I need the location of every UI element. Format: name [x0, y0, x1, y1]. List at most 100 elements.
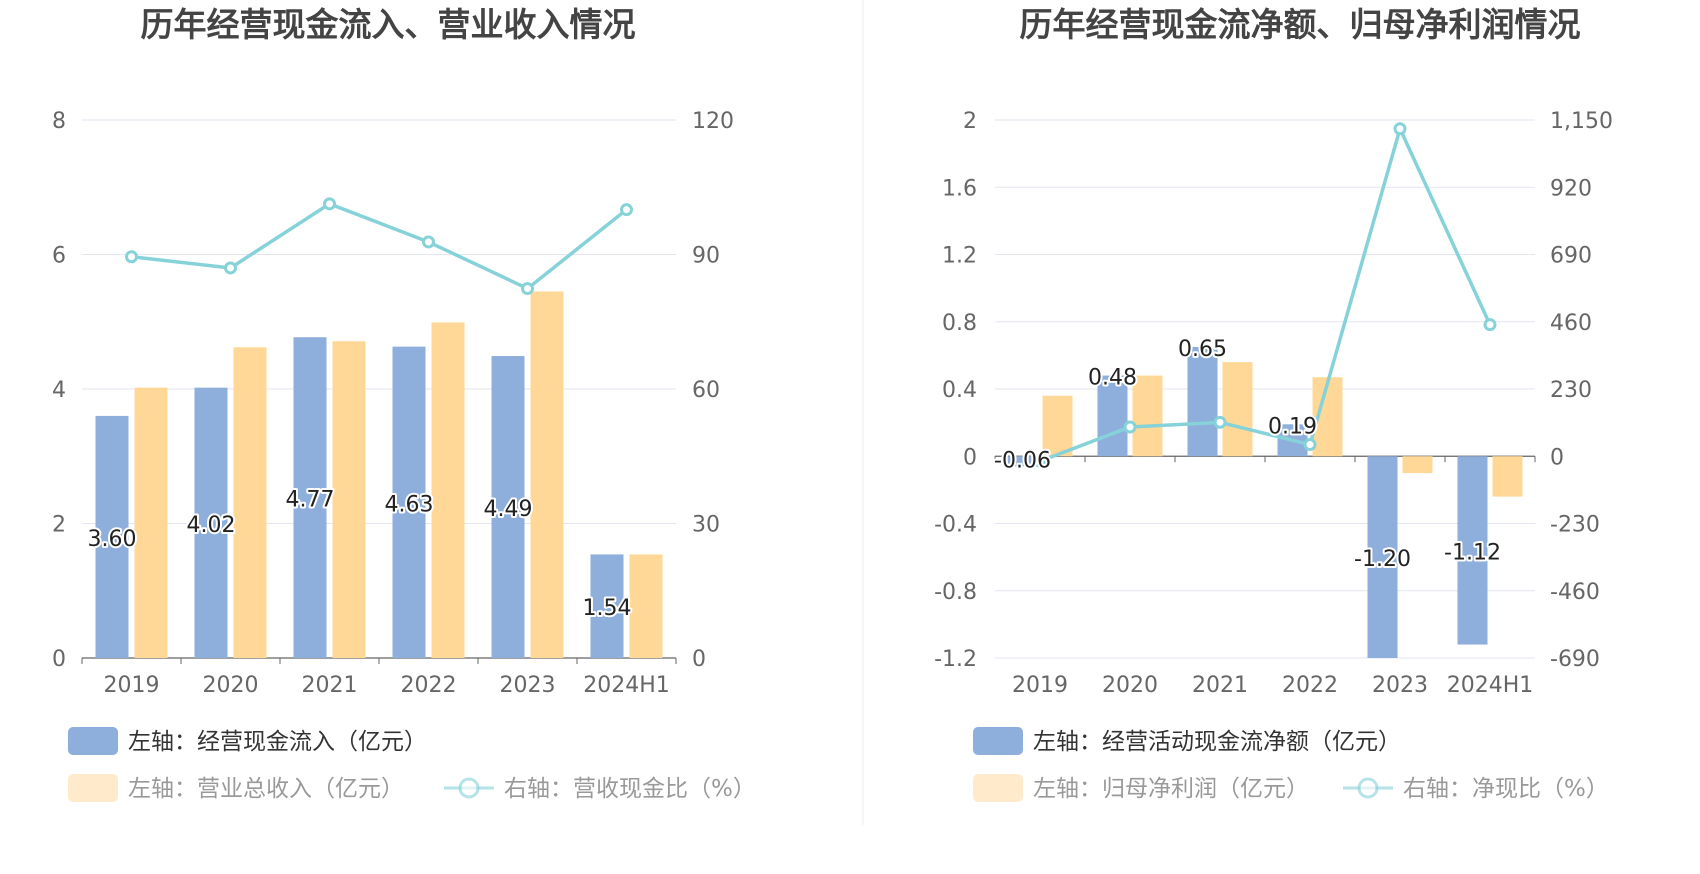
chart1-title: 历年经营现金流入、营业收入情况 [141, 5, 636, 44]
chart2-bar-b [1222, 362, 1253, 457]
chart1-legend-swatch[interactable] [68, 774, 118, 802]
chart2-right-tick: 0 [1550, 445, 1564, 470]
chart2-left-tick: 1.2 [942, 244, 977, 269]
chart1-left-tick: 6 [52, 244, 66, 269]
chart2-data-label: 0.48 [1088, 366, 1137, 391]
chart2-legend-swatch[interactable] [973, 774, 1023, 802]
chart1-data-label: 4.02 [187, 513, 236, 538]
chart2-left-tick: -0.8 [934, 580, 977, 605]
chart2-line-point [1303, 438, 1317, 452]
chart1-bar-a [590, 554, 624, 658]
chart1-legend-swatch[interactable] [68, 727, 118, 755]
chart2-data-label: -1.12 [1444, 540, 1501, 565]
chart1-category-label: 2022 [401, 673, 457, 698]
chart1-bar-b [629, 554, 663, 658]
chart2-category-label: 2019 [1012, 673, 1068, 698]
chart1-left-tick: 2 [52, 513, 66, 538]
chart2-category-label: 2020 [1102, 673, 1158, 698]
chart2-right-tick: 460 [1550, 311, 1592, 336]
chart1-data-label: 4.49 [484, 497, 533, 522]
chart2-left-tick: 1.6 [942, 176, 977, 201]
chart2-legend-label: 左轴：归母净利润（亿元） [1033, 776, 1309, 802]
chart2-line-point [1213, 415, 1227, 429]
chart1-category-label: 2021 [302, 673, 358, 698]
chart1-bar-b [431, 322, 465, 658]
chart2-right-tick: -690 [1550, 647, 1600, 672]
chart1-bar-a [95, 415, 129, 658]
chart1-bar-b [332, 341, 366, 658]
chart1-bar-a [194, 387, 228, 658]
chart2-left-tick: 0.4 [942, 378, 977, 403]
chart2-left-tick: -1.2 [934, 647, 977, 672]
chart1-line-point [620, 203, 633, 217]
chart2-data-label: -0.06 [994, 448, 1051, 473]
chart1-left-tick: 0 [52, 647, 66, 672]
chart1-category-label: 2024H1 [583, 673, 670, 698]
chart1-data-label: 3.60 [88, 527, 137, 552]
chart2-category-label: 2024H1 [1447, 673, 1534, 698]
chart1-data-label: 1.54 [583, 596, 632, 621]
chart2-title: 历年经营现金流净额、归母净利润情况 [1020, 5, 1581, 44]
chart2-bar-b [1132, 375, 1163, 457]
chart1-right-tick: 120 [692, 109, 734, 134]
chart2-legend-swatch[interactable] [973, 727, 1023, 755]
chart1-left-tick: 4 [52, 378, 66, 403]
chart2-right-tick: -230 [1550, 513, 1600, 538]
chart2-bar-a [1457, 456, 1488, 645]
chart2-category-label: 2021 [1192, 673, 1248, 698]
chart1-bar-a [392, 346, 426, 658]
chart2-data-label: 0.19 [1268, 414, 1317, 439]
chart2-line-point [1123, 420, 1137, 434]
chart2-left-tick: 0.8 [942, 311, 977, 336]
chart1-right-tick: 30 [692, 513, 720, 538]
chart2-bar-a [1367, 456, 1398, 658]
chart2-right-tick: 920 [1550, 176, 1592, 201]
chart1-right-tick: 90 [692, 244, 720, 269]
chart2-line [1039, 123, 1492, 463]
chart1-data-label: 4.77 [286, 488, 335, 513]
chart2-left-tick: -0.4 [934, 513, 977, 538]
chart1-line [131, 201, 628, 291]
chart1-data-label: 4.63 [385, 492, 434, 517]
chart1-line-point [323, 197, 336, 211]
chart1-bar-a [491, 356, 525, 658]
chart2-line-point [1483, 318, 1497, 332]
chart2-data-label: 0.65 [1178, 337, 1227, 362]
chart1-category-label: 2020 [203, 673, 259, 698]
chart2-bar-a [1187, 346, 1218, 457]
chart2-category-label: 2022 [1282, 673, 1338, 698]
chart2-left-tick: 0 [963, 445, 977, 470]
chart2-data-label: -1.20 [1354, 547, 1411, 572]
chart1-bar-b [134, 387, 168, 658]
chart2-legend-circle-icon[interactable] [1357, 777, 1379, 799]
chart1-legend-label: 左轴：营业总收入（亿元） [128, 776, 404, 802]
chart1-legend-label: 右轴：营收现金比（%） [504, 776, 756, 802]
chart1-line-point [521, 282, 534, 296]
chart1-line-point [224, 261, 237, 275]
chart2-right-tick: 230 [1550, 378, 1592, 403]
chart2-bar-b [1402, 456, 1433, 474]
chart1-bar-b [233, 347, 267, 658]
chart1-left-tick: 8 [52, 109, 66, 134]
chart1-legend-label: 左轴：经营现金流入（亿元） [128, 729, 427, 755]
chart1-line-point [125, 250, 138, 264]
chart2-line-point [1033, 454, 1047, 468]
chart2-line-point [1393, 122, 1407, 136]
chart1-bar-b [530, 291, 564, 658]
chart2-bar-b [1042, 395, 1073, 457]
chart2-right-tick: -460 [1550, 580, 1600, 605]
chart2-bar-a [1097, 375, 1128, 457]
chart1-right-tick: 60 [692, 378, 720, 403]
chart2-legend-label: 左轴：经营活动现金流净额（亿元） [1033, 729, 1401, 755]
chart1-right-tick: 0 [692, 647, 706, 672]
chart1-category-label: 2019 [104, 673, 160, 698]
chart2-bar-b [1492, 456, 1523, 497]
chart2-left-tick: 2 [963, 109, 977, 134]
chart1-bar-a [293, 337, 327, 658]
chart1-legend-circle-icon[interactable] [458, 777, 480, 799]
chart2-category-label: 2023 [1372, 673, 1428, 698]
chart2-right-tick: 690 [1550, 244, 1592, 269]
chart2-bar-a [1007, 456, 1038, 467]
chart2-legend-label: 右轴：净现比（%） [1403, 776, 1609, 802]
